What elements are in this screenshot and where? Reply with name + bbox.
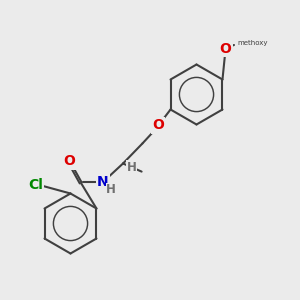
Text: Cl: Cl	[28, 178, 43, 192]
Text: H: H	[106, 183, 116, 196]
Text: O: O	[220, 42, 232, 56]
Text: O: O	[64, 154, 76, 168]
Text: methoxy: methoxy	[237, 40, 268, 46]
Text: H: H	[127, 160, 136, 174]
Text: O: O	[152, 118, 164, 132]
Text: N: N	[97, 176, 108, 189]
